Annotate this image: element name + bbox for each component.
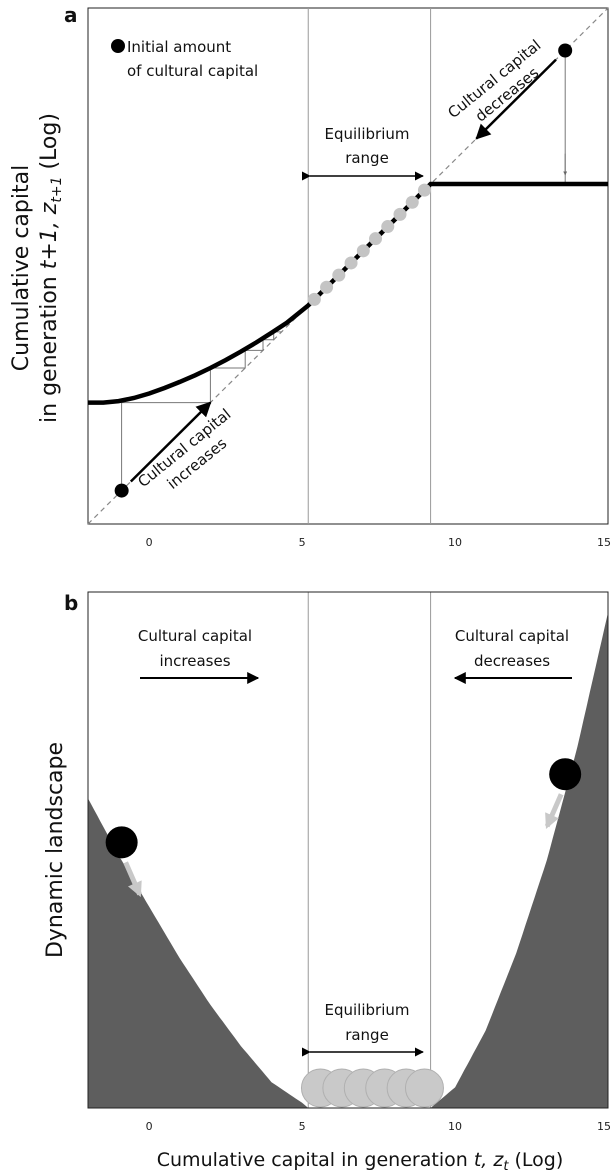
panel-b-ball-1 (549, 758, 582, 791)
panel-a-letter: a (64, 3, 78, 27)
panel-b-decrease-label-2: decreases (474, 652, 550, 670)
panel-b-ball-arrow-0 (123, 861, 142, 898)
panel-a-equilibrium-point-4 (356, 244, 370, 258)
panel-b-ylabel: Dynamic landscape (43, 742, 68, 958)
panel-a-initial-point-0 (114, 483, 129, 498)
panel-b-increase-label-2: increases (159, 652, 230, 670)
panel-b-x-tick-3: 15 (597, 1120, 611, 1133)
panel-b-x-tick-0: 0 (146, 1120, 153, 1133)
panel-b-equilibrium-circle-5 (404, 1068, 444, 1108)
panel-a-equilibrium-point-5 (369, 232, 383, 246)
panel-a-legend-text-2: of cultural capital (127, 62, 258, 80)
panel-a-x-tick-0: 0 (146, 536, 153, 549)
panel-b-x-tick-2: 10 (448, 1120, 462, 1133)
panel-a-equilibrium-point-8 (405, 195, 419, 209)
panel-a-decrease-arrow (475, 58, 557, 140)
panel-b-equilibrium-label-2: range (345, 1026, 389, 1044)
panel-b-letter: b (64, 591, 78, 615)
panel-b-balls (105, 758, 582, 898)
panel-b: Cultural capital increases Cultural capi… (87, 591, 611, 1133)
panel-a-equilibrium-point-7 (393, 207, 407, 221)
panel-b-equilibrium-label-1: Equilibrium (325, 1001, 410, 1019)
panel-a-equilibrium-point-1 (320, 280, 334, 294)
panel-a-legend-text-1: Initial amount (127, 38, 231, 56)
panel-b-decrease-label-1: Cultural capital (455, 627, 569, 645)
panel-a-x-tick-3: 15 (597, 536, 611, 549)
panel-a-x-ticks: 0 5 10 15 (146, 536, 611, 549)
panel-b-increase-label-1: Cultural capital (138, 627, 252, 645)
panel-a-x-tick-1: 5 (299, 536, 306, 549)
panel-a-ylabel-line-1: Cumulative capital (9, 165, 34, 371)
panel-a-initial-points (114, 43, 573, 498)
panel-b-xlabel: Cumulative capital in generation t, zt (… (157, 1149, 564, 1174)
panel-a-equilibrium-point-3 (344, 256, 358, 270)
panel-a-equilibrium-point-6 (381, 220, 395, 234)
panel-a-map-curve (88, 181, 608, 405)
panel-a-equilibrium-label-2: range (345, 149, 389, 167)
panel-a-ylabel-line-2: in generation t+1, zt+1 (Log) (37, 113, 65, 423)
panel-a-legend-dot (111, 39, 125, 53)
panel-b-landscape-area (88, 612, 608, 1108)
panel-a-equilibrium-label-1: Equilibrium (325, 125, 410, 143)
panel-a-equilibrium-point-2 (332, 268, 346, 282)
panel-a-equilibrium-points (307, 183, 431, 306)
panel-a-increase-arrow (129, 401, 212, 483)
panel-a-equilibrium-point-9 (417, 183, 431, 197)
panel-b-ball-0 (105, 826, 138, 859)
panel-b-x-ticks: 0 5 10 15 (146, 1120, 611, 1133)
panel-a-equilibrium-point-0 (307, 292, 321, 306)
panel-a-initial-point-1 (558, 43, 573, 58)
panel-b-frame (87, 591, 609, 1109)
panel-b-x-tick-1: 5 (299, 1120, 306, 1133)
panel-a: Initial amount of cultural capital Equil… (87, 7, 611, 549)
panel-a-x-tick-2: 10 (448, 536, 462, 549)
panel-b-equilibrium-circles (300, 1068, 444, 1108)
panel-b-ball-arrow-1 (544, 793, 564, 829)
